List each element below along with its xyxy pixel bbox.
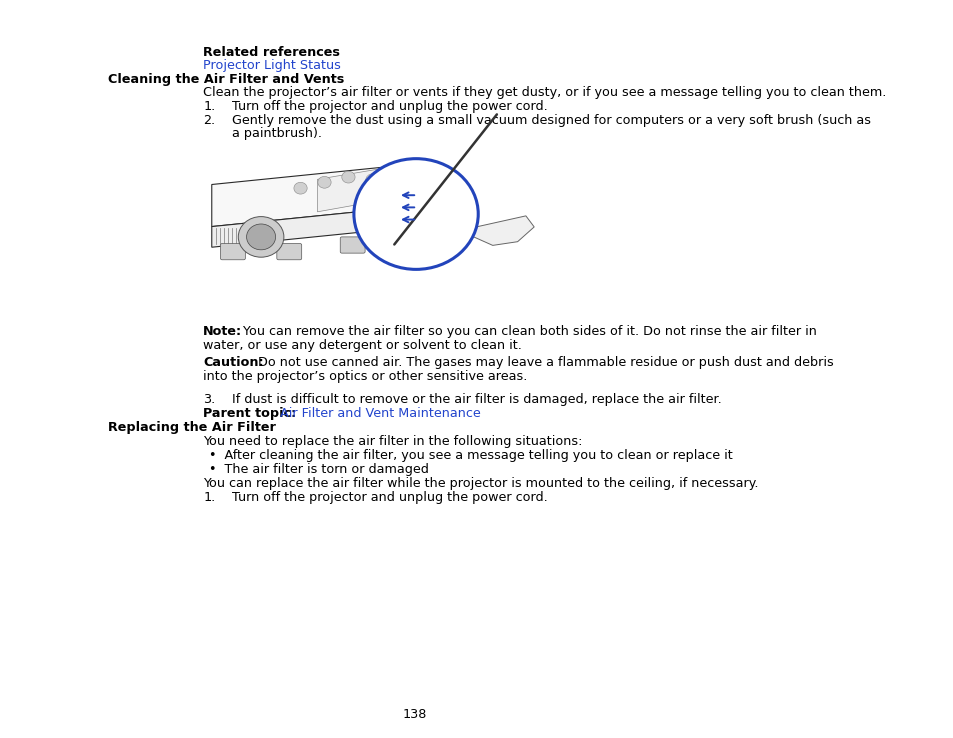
Text: Turn off the projector and unplug the power cord.: Turn off the projector and unplug the po… (232, 100, 547, 114)
Text: If dust is difficult to remove or the air filter is damaged, replace the air fil: If dust is difficult to remove or the ai… (232, 393, 721, 407)
Text: Air Filter and Vent Maintenance: Air Filter and Vent Maintenance (280, 407, 480, 421)
Text: •  The air filter is torn or damaged: • The air filter is torn or damaged (209, 463, 428, 476)
FancyBboxPatch shape (382, 233, 407, 249)
Text: a paintbrush).: a paintbrush). (232, 127, 322, 140)
Text: •  After cleaning the air filter, you see a message telling you to clean or repl: • After cleaning the air filter, you see… (209, 449, 732, 463)
Circle shape (294, 182, 307, 194)
Circle shape (317, 176, 331, 188)
Text: 138: 138 (402, 708, 426, 722)
Text: Parent topic:: Parent topic: (203, 407, 296, 421)
Text: 1.: 1. (203, 100, 215, 114)
Text: water, or use any detergent or solvent to clean it.: water, or use any detergent or solvent t… (203, 339, 521, 352)
Polygon shape (212, 165, 409, 227)
Text: Clean the projector’s air filter or vents if they get dusty, or if you see a mes: Clean the projector’s air filter or vent… (203, 86, 885, 100)
Ellipse shape (246, 224, 275, 250)
FancyBboxPatch shape (276, 244, 301, 260)
Text: Cleaning the Air Filter and Vents: Cleaning the Air Filter and Vents (108, 73, 344, 86)
Text: You need to replace the air filter in the following situations:: You need to replace the air filter in th… (203, 435, 582, 449)
Polygon shape (317, 168, 388, 212)
Circle shape (365, 173, 382, 188)
Polygon shape (459, 216, 534, 246)
Text: Caution:: Caution: (203, 356, 263, 370)
Ellipse shape (238, 217, 284, 258)
Text: into the projector’s optics or other sensitive areas.: into the projector’s optics or other sen… (203, 370, 527, 384)
Text: You can remove the air filter so you can clean both sides of it. Do not rinse th: You can remove the air filter so you can… (238, 325, 816, 338)
FancyBboxPatch shape (340, 237, 365, 253)
Ellipse shape (354, 159, 477, 269)
Text: 1.: 1. (203, 491, 215, 504)
Polygon shape (359, 208, 398, 224)
Text: Turn off the projector and unplug the power cord.: Turn off the projector and unplug the po… (232, 491, 547, 504)
Text: Gently remove the dust using a small vacuum designed for computers or a very sof: Gently remove the dust using a small vac… (232, 114, 870, 128)
Text: Projector Light Status: Projector Light Status (203, 59, 340, 72)
Text: You can replace the air filter while the projector is mounted to the ceiling, if: You can replace the air filter while the… (203, 477, 758, 490)
Text: Note:: Note: (203, 325, 242, 338)
Circle shape (341, 171, 355, 183)
Text: Replacing the Air Filter: Replacing the Air Filter (108, 421, 275, 435)
FancyBboxPatch shape (220, 244, 245, 260)
Text: Related references: Related references (203, 46, 339, 59)
Polygon shape (212, 207, 409, 247)
Text: 2.: 2. (203, 114, 215, 128)
Text: 3.: 3. (203, 393, 215, 407)
Text: Do not use canned air. The gases may leave a flammable residue or push dust and : Do not use canned air. The gases may lea… (254, 356, 833, 370)
